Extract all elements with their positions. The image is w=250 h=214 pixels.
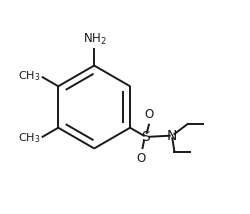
Text: O: O xyxy=(137,152,146,165)
Text: CH$_3$: CH$_3$ xyxy=(18,69,41,83)
Text: NH$_2$: NH$_2$ xyxy=(83,32,106,48)
Text: CH$_3$: CH$_3$ xyxy=(18,131,41,145)
Text: S: S xyxy=(141,130,150,144)
Text: O: O xyxy=(144,108,154,121)
Text: N: N xyxy=(167,129,177,143)
